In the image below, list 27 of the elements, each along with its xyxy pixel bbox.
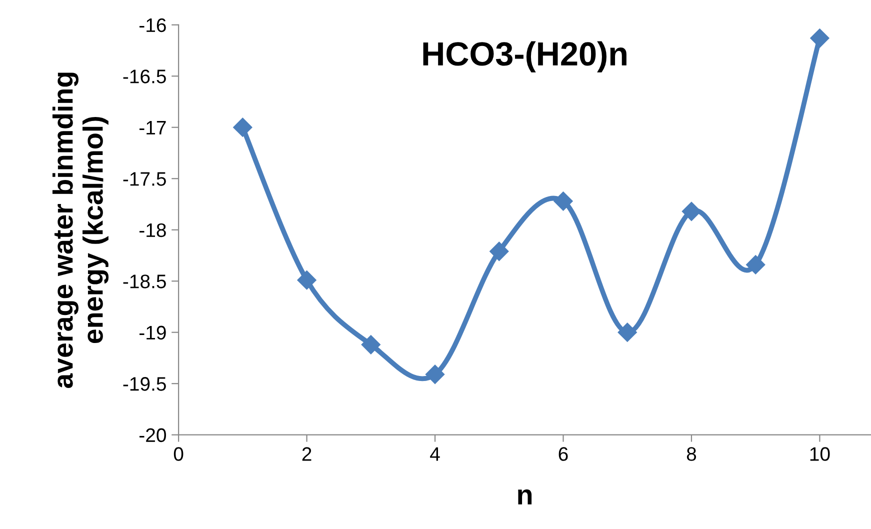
y-tick-label: -17 xyxy=(140,121,166,134)
x-tick-label: 6 xyxy=(558,447,568,461)
x-tick-label: 4 xyxy=(430,447,440,461)
y-tick-label: -16.5 xyxy=(123,70,166,84)
point xyxy=(554,192,573,211)
x-tick-label: 8 xyxy=(686,447,696,461)
x-tick-label: 2 xyxy=(302,447,312,461)
y-tick-label: -19 xyxy=(140,326,166,340)
point xyxy=(810,28,830,48)
point xyxy=(361,335,380,354)
x-axis-title: n xyxy=(518,489,532,504)
y-tick-label: -17.5 xyxy=(123,172,166,186)
chart-title: HCO3-(H20)n xyxy=(423,41,626,72)
point xyxy=(618,322,637,342)
point xyxy=(425,364,445,384)
point xyxy=(297,270,316,290)
y-tick-label: -20 xyxy=(140,428,166,442)
x-tick-label: 0 xyxy=(174,447,184,461)
y-tick-label: -16 xyxy=(140,18,166,32)
point xyxy=(746,255,766,274)
y-tick-label: -18.5 xyxy=(123,274,166,288)
y-tick-label: -18 xyxy=(140,223,166,238)
point xyxy=(233,118,252,137)
y-tick-label: -19.5 xyxy=(123,377,166,391)
x-tick-label: 10 xyxy=(810,447,830,461)
y-axis-title: average water binmding energy (kcal/mol) xyxy=(52,72,109,388)
point xyxy=(490,242,509,261)
